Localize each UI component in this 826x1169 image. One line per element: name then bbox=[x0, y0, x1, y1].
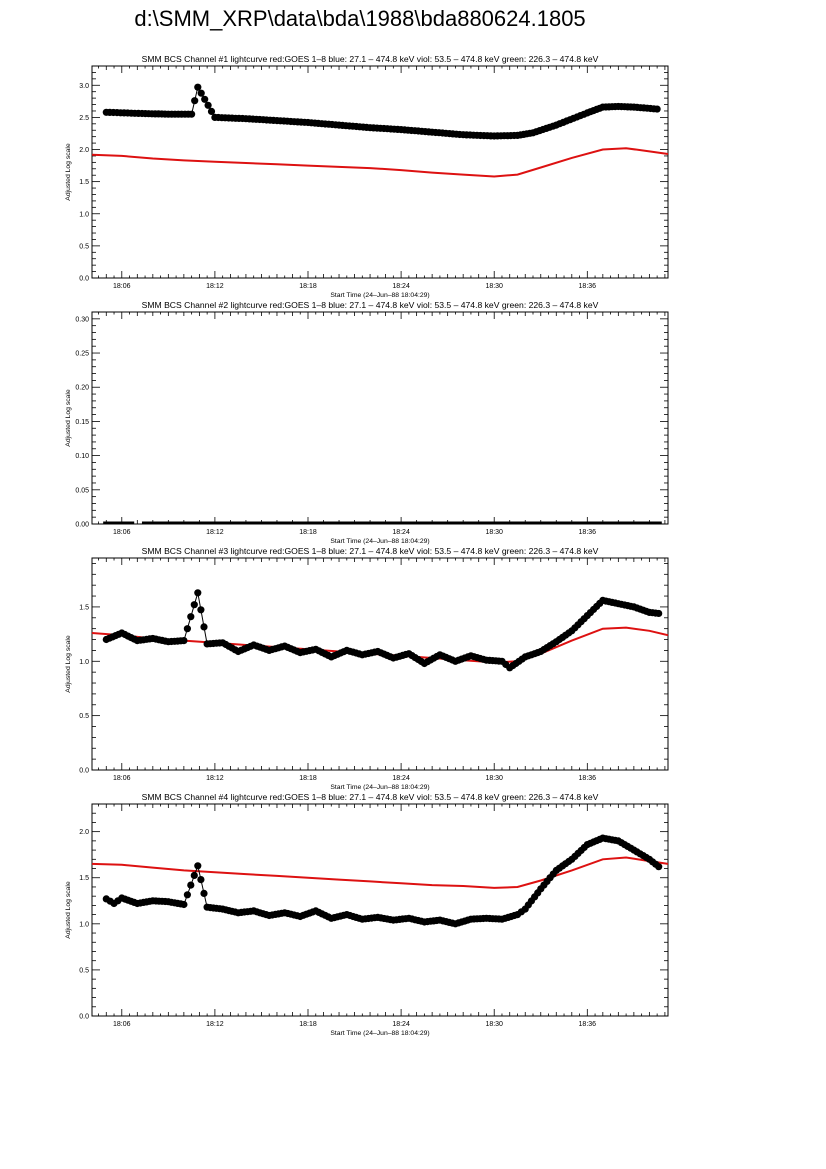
x-tick-label: 18:30 bbox=[485, 1021, 503, 1028]
y-tick-label: 0.20 bbox=[75, 385, 89, 392]
x-tick-label: 18:30 bbox=[485, 283, 503, 290]
page-title: d:\SMM_XRP\data\bda\1988\bda880624.1805 bbox=[134, 6, 586, 31]
bcs-point bbox=[204, 101, 212, 109]
chart-title: SMM BCS Channel #2 lightcurve red:GOES 1… bbox=[142, 300, 599, 310]
y-axis-label: Adjusted Log scale bbox=[65, 881, 72, 939]
x-tick-label: 18:24 bbox=[392, 283, 410, 290]
x-tick-label: 18:30 bbox=[485, 775, 503, 782]
bcs-point bbox=[191, 97, 199, 105]
bcs-point bbox=[190, 871, 198, 880]
x-axis-label: Start Time (24–Jun–88 18:04:29) bbox=[330, 538, 429, 545]
y-tick-label: 0.0 bbox=[79, 768, 89, 775]
bcs-point bbox=[194, 83, 202, 91]
y-tick-label: 0.0 bbox=[79, 1014, 89, 1021]
bcs-point bbox=[200, 889, 208, 898]
x-tick-label: 18:24 bbox=[392, 529, 410, 536]
y-tick-label: 0.30 bbox=[75, 316, 89, 323]
bcs-point bbox=[653, 105, 661, 113]
goes-curve bbox=[91, 626, 669, 664]
bcs-point bbox=[201, 95, 209, 103]
x-tick-label: 18:12 bbox=[206, 775, 224, 782]
bcs-point bbox=[197, 606, 205, 614]
x-tick-label: 18:06 bbox=[113, 283, 131, 290]
y-axis-label: Adjusted Log scale bbox=[65, 143, 72, 201]
x-axis-label: Start Time (24–Jun–88 18:04:29) bbox=[330, 1030, 429, 1037]
bcs-point bbox=[187, 881, 195, 889]
plot-frame bbox=[91, 311, 669, 525]
goes-curve bbox=[91, 147, 669, 178]
y-tick-label: 0.5 bbox=[79, 967, 89, 974]
y-tick-label: 2.0 bbox=[79, 829, 89, 836]
y-tick-label: 2.5 bbox=[79, 115, 89, 122]
x-tick-label: 18:12 bbox=[206, 1021, 224, 1028]
y-tick-label: 1.5 bbox=[79, 875, 89, 882]
y-tick-label: 1.0 bbox=[79, 921, 89, 928]
x-tick-label: 18:24 bbox=[392, 775, 410, 782]
x-tick-label: 18:06 bbox=[113, 1021, 131, 1028]
x-tick-label: 18:12 bbox=[206, 283, 224, 290]
plot-frame bbox=[91, 65, 669, 279]
x-axis-label: Start Time (24–Jun–88 18:04:29) bbox=[330, 292, 429, 299]
bcs-point bbox=[197, 89, 205, 97]
y-tick-label: 1.0 bbox=[79, 211, 89, 218]
x-tick-label: 18:30 bbox=[485, 529, 503, 536]
bcs-point bbox=[207, 107, 216, 115]
x-tick-label: 18:36 bbox=[579, 283, 597, 290]
x-tick-label: 18:18 bbox=[299, 775, 317, 782]
plot-frame bbox=[91, 557, 669, 771]
x-tick-label: 18:36 bbox=[579, 529, 597, 536]
chart-panel-2: SMM BCS Channel #2 lightcurve red:GOES 1… bbox=[65, 300, 669, 545]
y-tick-label: 0.00 bbox=[75, 522, 89, 529]
x-axis-label: Start Time (24–Jun–88 18:04:29) bbox=[330, 784, 429, 791]
bcs-point bbox=[655, 609, 663, 618]
y-tick-label: 0.25 bbox=[75, 351, 89, 358]
x-tick-label: 18:36 bbox=[579, 775, 597, 782]
y-tick-label: 0.15 bbox=[75, 419, 89, 426]
bcs-point bbox=[194, 862, 202, 870]
x-tick-label: 18:06 bbox=[113, 775, 131, 782]
bcs-point bbox=[187, 613, 195, 621]
y-tick-label: 0.5 bbox=[79, 243, 89, 250]
y-tick-label: 1.5 bbox=[79, 179, 89, 186]
y-axis-label: Adjusted Log scale bbox=[65, 635, 72, 693]
y-tick-label: 1.0 bbox=[79, 659, 89, 666]
bcs-point bbox=[188, 110, 196, 118]
y-tick-label: 3.0 bbox=[79, 83, 89, 90]
y-tick-label: 0.10 bbox=[75, 453, 89, 460]
y-tick-label: 2.0 bbox=[79, 147, 89, 154]
bcs-point bbox=[183, 625, 191, 633]
y-tick-label: 0.0 bbox=[79, 276, 89, 283]
chart-title: SMM BCS Channel #4 lightcurve red:GOES 1… bbox=[142, 792, 599, 802]
goes-curve bbox=[91, 856, 669, 889]
bcs-point bbox=[655, 863, 663, 871]
x-tick-label: 18:06 bbox=[113, 529, 131, 536]
x-tick-label: 18:18 bbox=[299, 529, 317, 536]
bcs-point bbox=[180, 637, 188, 645]
bcs-point bbox=[183, 891, 191, 899]
y-axis-label: Adjusted Log scale bbox=[65, 389, 72, 447]
chart-panel-1: SMM BCS Channel #1 lightcurve red:GOES 1… bbox=[65, 54, 669, 299]
y-tick-label: 0.05 bbox=[75, 487, 89, 494]
x-tick-label: 18:36 bbox=[579, 1021, 597, 1028]
bcs-point bbox=[194, 589, 202, 597]
chart-title: SMM BCS Channel #1 lightcurve red:GOES 1… bbox=[142, 54, 599, 64]
x-tick-label: 18:18 bbox=[299, 283, 317, 290]
x-tick-label: 18:12 bbox=[206, 529, 224, 536]
chart-panel-4: SMM BCS Channel #4 lightcurve red:GOES 1… bbox=[65, 792, 669, 1037]
y-tick-label: 1.5 bbox=[79, 604, 89, 611]
plot-frame bbox=[91, 803, 669, 1017]
x-tick-label: 18:18 bbox=[299, 1021, 317, 1028]
bcs-point bbox=[180, 900, 188, 909]
chart-panel-3: SMM BCS Channel #3 lightcurve red:GOES 1… bbox=[65, 546, 669, 791]
bcs-point bbox=[190, 601, 198, 609]
chart-title: SMM BCS Channel #3 lightcurve red:GOES 1… bbox=[142, 546, 599, 556]
bcs-point bbox=[200, 623, 208, 631]
y-tick-label: 0.5 bbox=[79, 713, 89, 720]
bcs-point bbox=[197, 876, 205, 884]
x-tick-label: 18:24 bbox=[392, 1021, 410, 1028]
